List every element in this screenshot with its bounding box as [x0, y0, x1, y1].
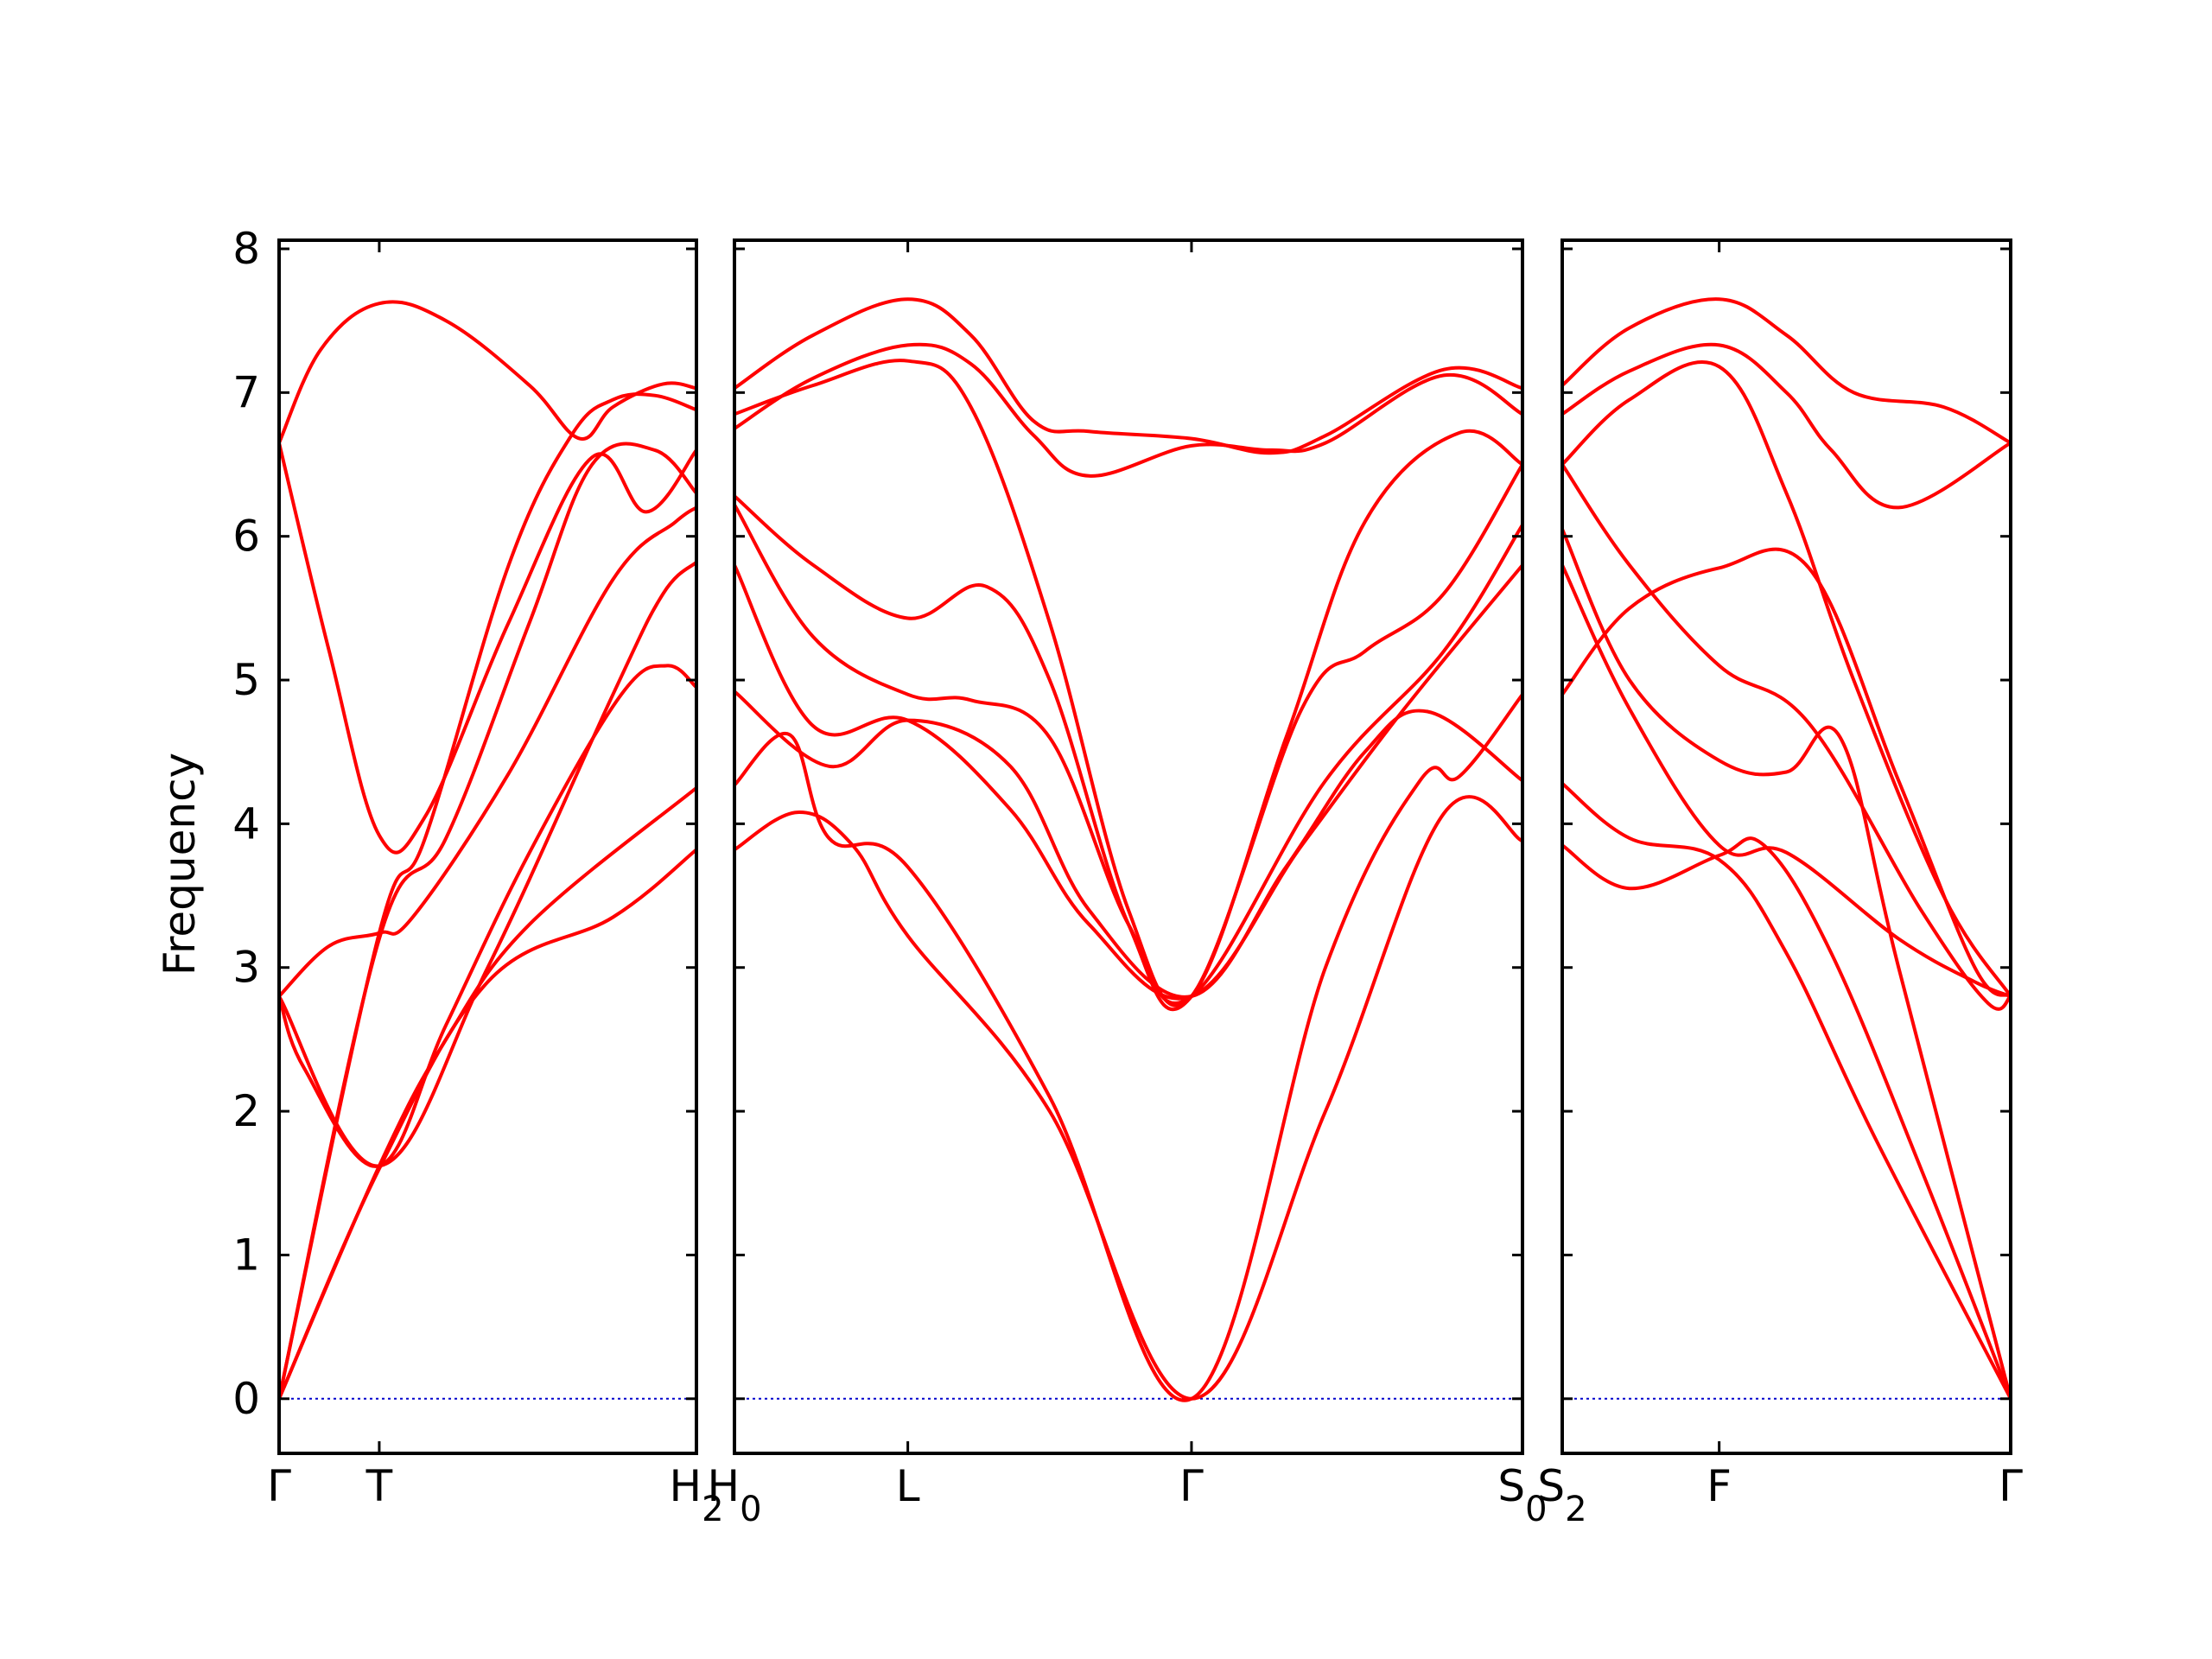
x-tick-label: T — [365, 1461, 393, 1511]
band-group — [1562, 297, 2011, 1401]
band-line-6 — [734, 462, 1522, 1012]
band-line-5 — [279, 505, 696, 998]
band-line-7 — [279, 441, 696, 855]
band-line-6 — [1562, 462, 2011, 1011]
panel-s2-f-gamma: S2 F Γ — [1537, 238, 2023, 1529]
band-line-2 — [1562, 781, 2011, 1401]
x-tick-label: F — [1707, 1461, 1732, 1511]
y-tick-label: 6 — [232, 512, 260, 562]
band-line-3 — [279, 664, 696, 1168]
y-tick-label: 3 — [232, 943, 260, 993]
band-group — [279, 300, 696, 1401]
band-line-3 — [734, 690, 1522, 999]
band-line-2 — [734, 692, 1522, 1402]
x-tick-label: L — [896, 1461, 920, 1511]
y-tick-label: 4 — [232, 798, 260, 849]
y-tick-label: 5 — [232, 655, 260, 705]
panel-h0-l-gamma-s0: H0 L Γ S0 — [707, 238, 1548, 1529]
band-line-8 — [734, 342, 1522, 478]
band-line-4 — [279, 560, 696, 1168]
band-line-9 — [1562, 297, 2011, 445]
panel-frame — [733, 238, 1524, 1455]
band-line-8 — [1562, 342, 2011, 510]
y-axis-label: Frequency — [155, 753, 205, 976]
band-line-9 — [279, 392, 696, 1401]
band-group — [734, 297, 1522, 1402]
y-tick-label: 2 — [232, 1086, 260, 1136]
band-line-4 — [734, 563, 1522, 1001]
panel-frame — [1560, 238, 2012, 1455]
band-line-7 — [734, 359, 1522, 1007]
band-line-1 — [1562, 836, 2011, 1401]
y-tick-label: 8 — [232, 224, 260, 274]
band-line-6 — [279, 442, 696, 1401]
y-tick-label: 7 — [232, 367, 260, 417]
x-tick-label: Γ — [267, 1461, 291, 1511]
band-line-4 — [1562, 563, 2011, 998]
band-line-2 — [279, 785, 696, 1401]
panel-frame — [277, 238, 698, 1455]
x-tick-label: Γ — [1179, 1461, 1204, 1511]
y-tick-label: 0 — [232, 1374, 260, 1424]
band-line-1 — [279, 848, 696, 1401]
x-tick-label: Γ — [1999, 1461, 2023, 1511]
band-line-9 — [734, 297, 1522, 455]
band-line-7 — [1562, 360, 2011, 998]
band-line-8 — [279, 300, 696, 445]
y-tick-label: 1 — [232, 1230, 260, 1280]
